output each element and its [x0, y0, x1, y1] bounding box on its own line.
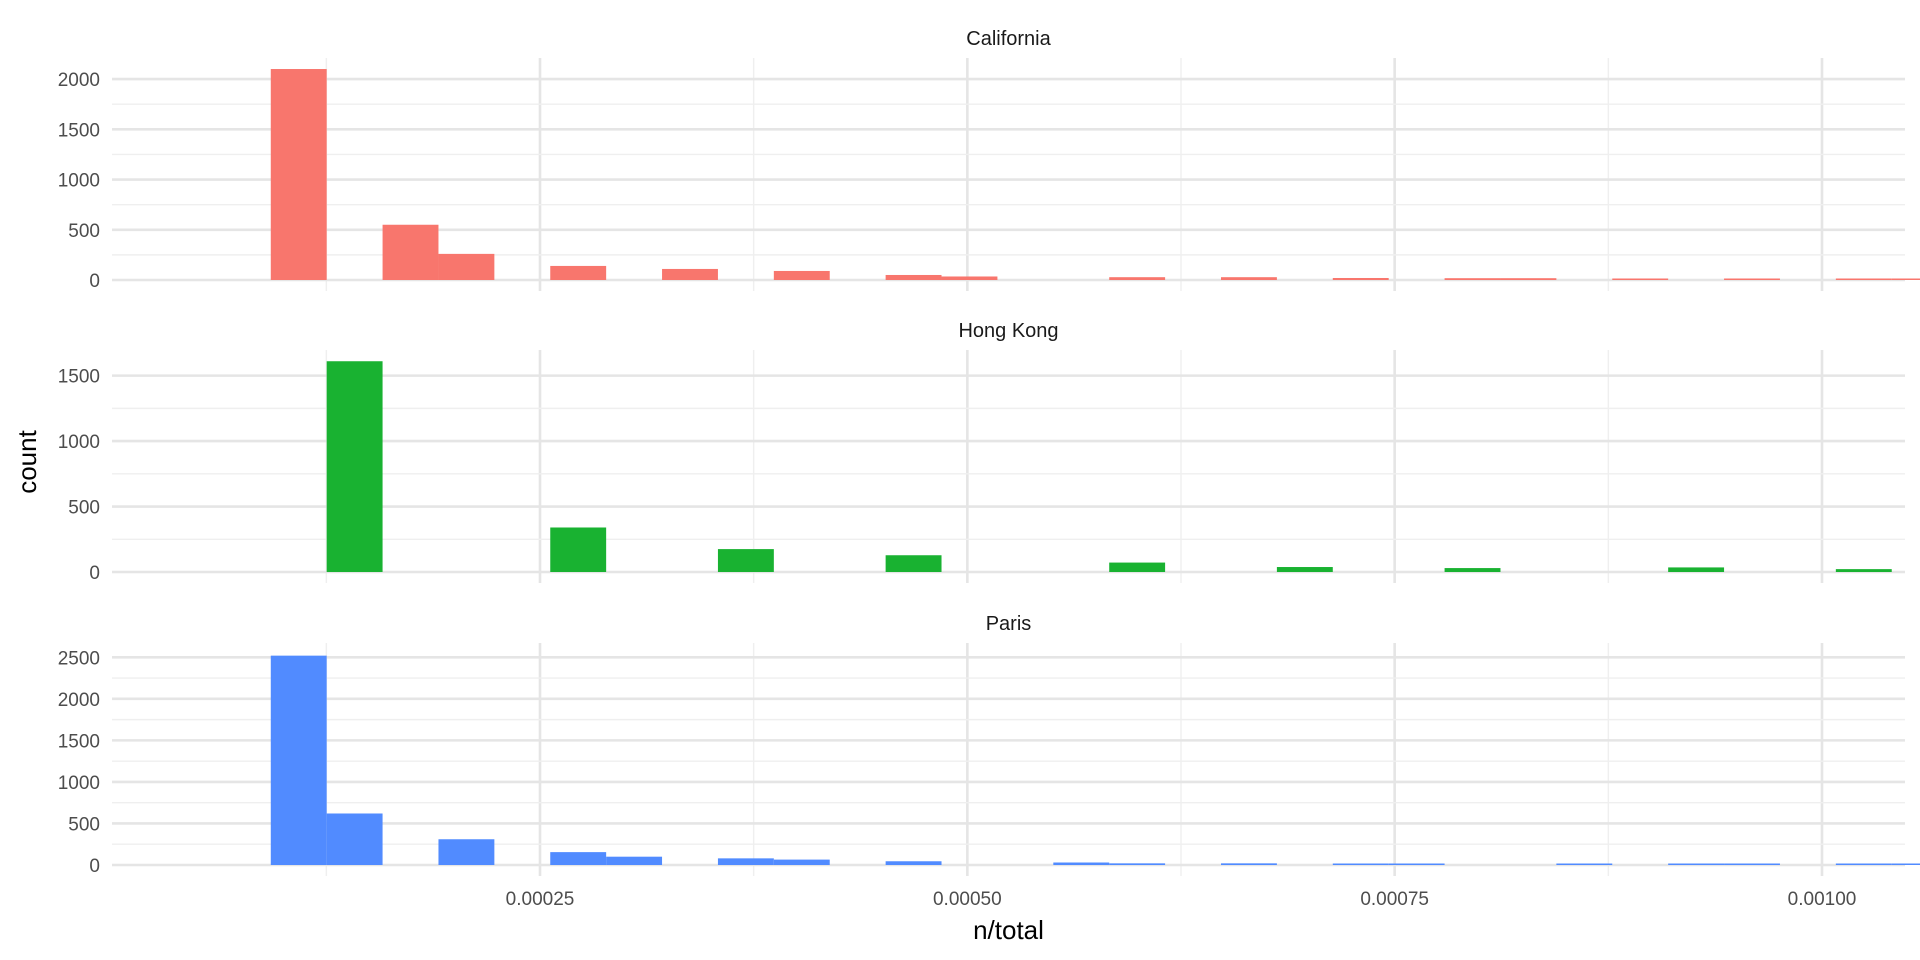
histogram-bar	[717, 549, 774, 572]
facet-panel-california: California 0 500 1000 1500 2000	[58, 28, 1920, 292]
histogram-bar	[382, 224, 439, 280]
histogram-bar	[1500, 278, 1557, 280]
y-tick-label: 0	[89, 856, 100, 877]
y-tick-label: 1000	[58, 171, 100, 192]
histogram-bar	[773, 859, 830, 865]
histogram-bar	[1835, 278, 1892, 280]
histogram-bar	[1891, 863, 1920, 865]
histogram-bar	[1053, 862, 1110, 865]
facet-strip-label: Paris	[986, 613, 1032, 635]
histogram-bar	[1668, 863, 1725, 865]
x-tick-label: 0.00075	[1360, 889, 1429, 910]
histogram-bar	[773, 270, 830, 280]
y-axis-title: count	[12, 429, 42, 493]
histogram-bar	[606, 856, 663, 865]
histogram-bar	[326, 813, 383, 865]
histogram-bar	[1724, 863, 1780, 865]
x-tick-label: 0.00025	[506, 889, 575, 910]
histogram-bar	[885, 274, 942, 280]
histogram-bar	[1109, 562, 1166, 572]
y-tick-label: 1500	[58, 367, 100, 388]
y-tick-label: 2500	[58, 648, 100, 669]
histogram-bar	[941, 276, 998, 280]
y-tick-label: 1000	[58, 773, 100, 794]
histogram-bar	[270, 655, 327, 865]
histogram-bar	[1444, 568, 1501, 572]
histogram-bar	[1220, 277, 1277, 280]
histogram-bar	[1835, 569, 1892, 572]
histogram-bar	[1109, 277, 1166, 280]
histogram-bar	[1668, 567, 1725, 572]
histogram-bar	[1276, 567, 1333, 572]
facet-strip-label: California	[966, 28, 1051, 50]
y-tick-label: 1500	[58, 120, 100, 141]
y-tick-label: 500	[68, 498, 100, 519]
y-tick-label: 1000	[58, 432, 100, 453]
histogram-bar	[1332, 863, 1389, 865]
histogram-bar	[1332, 277, 1389, 280]
y-tick-label: 1500	[58, 731, 100, 752]
histogram-bar	[1556, 863, 1613, 865]
histogram-bar	[550, 852, 607, 865]
facet-strip-label: Hong Kong	[958, 320, 1058, 342]
y-tick-label: 0	[89, 271, 100, 292]
histogram-bar	[1388, 863, 1445, 865]
histogram-bar	[1220, 863, 1277, 865]
histogram-bar	[885, 555, 942, 572]
y-tick-label: 2000	[58, 70, 100, 91]
y-tick-label: 2000	[58, 690, 100, 711]
histogram-bar	[1109, 863, 1166, 865]
histogram-bar	[438, 839, 495, 865]
facet-panel-hong-kong: Hong Kong 0 500 1000 1500	[58, 320, 1905, 584]
histogram-bar	[1891, 278, 1920, 280]
histogram-bar	[1612, 278, 1669, 280]
y-tick-label: 500	[68, 221, 100, 242]
histogram-bar	[1724, 278, 1780, 280]
histogram-bar	[550, 527, 607, 572]
histogram-bar	[326, 361, 383, 572]
x-tick-label: 0.00100	[1788, 889, 1857, 910]
facet-panel-paris: Paris 0 500 1000 1500 2000 2500	[58, 613, 1920, 877]
histogram-bar	[1835, 863, 1892, 865]
histogram-bar	[717, 858, 774, 865]
x-axis-title: n/total	[973, 915, 1044, 945]
histogram-bar	[550, 265, 607, 280]
histogram-bar	[270, 69, 327, 280]
x-tick-label: 0.00050	[933, 889, 1002, 910]
histogram-bar	[885, 861, 942, 865]
y-tick-label: 0	[89, 563, 100, 584]
histogram-bar	[438, 253, 495, 280]
y-tick-label: 500	[68, 814, 100, 835]
histogram-bar	[662, 268, 718, 280]
histogram-bar	[1444, 278, 1501, 280]
facet-panels: California 0 500 1000 1500 2000 Hong Kong 0 500 1…	[58, 28, 1920, 877]
